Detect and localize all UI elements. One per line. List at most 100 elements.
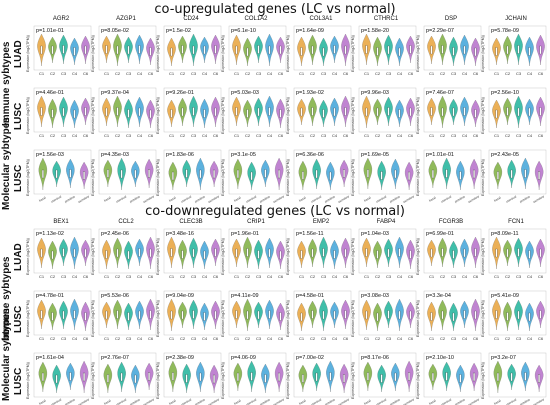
box-marker bbox=[185, 374, 188, 383]
x-tick-label: C6 bbox=[473, 274, 479, 279]
plot-frame bbox=[33, 228, 92, 274]
x-tick-label: primitive bbox=[194, 397, 206, 405]
x-tick-label: C1 bbox=[39, 336, 45, 341]
box-marker bbox=[452, 47, 455, 56]
box-marker bbox=[214, 45, 217, 54]
plot-frame bbox=[98, 228, 157, 274]
x-tick-label: secretory bbox=[467, 397, 480, 405]
box-marker bbox=[510, 372, 513, 382]
x-tick-label: primitive bbox=[129, 194, 141, 203]
p-value: p=3.2e-07 bbox=[491, 355, 516, 361]
x-tick-label: C3 bbox=[516, 133, 522, 138]
x-tick-label: C4 bbox=[202, 336, 208, 341]
violin-panel: p=9.26e-01 Expression (log2(TPM)) C1 C2 C3 C4… bbox=[156, 87, 222, 140]
box-marker bbox=[51, 312, 54, 321]
box-marker bbox=[203, 312, 206, 321]
x-tick-label: C4 bbox=[332, 336, 338, 341]
p-value: p=6.36e-06 bbox=[296, 152, 324, 158]
plot-frame bbox=[488, 87, 547, 133]
x-tick-label: C1 bbox=[104, 336, 110, 341]
plot-frame bbox=[228, 149, 287, 195]
box-marker bbox=[120, 372, 123, 382]
x-tick-label: C2 bbox=[245, 336, 251, 341]
p-value: p=1.58e-20 bbox=[361, 28, 389, 34]
x-tick-label: C2 bbox=[440, 133, 446, 138]
box-marker bbox=[199, 169, 202, 179]
x-tick-label: C3 bbox=[321, 274, 327, 279]
box-marker bbox=[365, 310, 368, 320]
x-tick-label: C4 bbox=[397, 274, 403, 279]
x-tick-label: C2 bbox=[505, 336, 511, 341]
violin-panel: p=6.36e-06 Expression (log2(TPM)) basal cla… bbox=[286, 149, 352, 204]
row-label: LUAD bbox=[13, 40, 24, 68]
box-marker bbox=[134, 169, 137, 179]
box-marker bbox=[236, 169, 239, 179]
plot-frame bbox=[163, 25, 222, 71]
x-tick-label: C1 bbox=[234, 71, 240, 76]
violin-panel: p=4.78e-01 Expression (log2(TPM)) C1 C2 C3 C4… bbox=[26, 290, 92, 343]
x-tick-label: basal bbox=[233, 398, 241, 405]
x-tick-label: C6 bbox=[538, 133, 544, 138]
box-marker bbox=[138, 107, 141, 117]
violin-plot: basal classical primitive secretory bbox=[358, 149, 417, 204]
violin-plot: basal classical primitive secretory bbox=[293, 352, 352, 405]
box-marker bbox=[250, 171, 253, 181]
box-marker bbox=[148, 372, 151, 381]
row-label: LUAD bbox=[13, 243, 24, 271]
violin-panel: p=5.53e-06 Expression (log2(TPM)) C1 C2 C3 C4… bbox=[91, 290, 157, 343]
box-marker bbox=[264, 169, 267, 178]
violin-panel: COL1A2 p=6.1e-10 Expression (log2(TPM)) C1 C… bbox=[221, 16, 287, 78]
box-marker bbox=[170, 310, 173, 320]
box-marker bbox=[264, 374, 267, 383]
x-tick-label: C2 bbox=[180, 133, 186, 138]
x-tick-label: C3 bbox=[126, 274, 132, 279]
p-value: p=3.3e-04 bbox=[426, 293, 451, 299]
box-marker bbox=[170, 109, 173, 118]
gene-name: CRIP1 bbox=[247, 219, 265, 225]
x-tick-label: C3 bbox=[256, 133, 262, 138]
box-marker bbox=[496, 372, 499, 382]
box-marker bbox=[539, 45, 542, 55]
box-marker bbox=[398, 109, 401, 118]
box-marker bbox=[69, 372, 72, 381]
p-value: p=4.58e-01 bbox=[296, 293, 324, 299]
p-value: p=5.53e-06 bbox=[101, 293, 129, 299]
box-marker bbox=[409, 250, 412, 259]
x-tick-label: classical bbox=[115, 194, 127, 203]
violin-plot: C1 C2 C3 C4 C6 bbox=[423, 87, 482, 138]
group-label-immune: Immune sybtypes bbox=[1, 41, 12, 126]
x-tick-label: C1 bbox=[39, 71, 45, 76]
x-tick-label: basal bbox=[168, 398, 176, 405]
box-marker bbox=[539, 107, 542, 116]
x-tick-label: C1 bbox=[234, 336, 240, 341]
box-marker bbox=[171, 372, 174, 381]
x-tick-label: classical bbox=[245, 194, 257, 203]
plot-frame bbox=[358, 87, 417, 133]
x-tick-label: basal bbox=[38, 398, 46, 405]
plot-frame bbox=[228, 352, 287, 398]
box-marker bbox=[380, 171, 383, 180]
box-marker bbox=[539, 310, 542, 319]
box-marker bbox=[116, 45, 119, 55]
x-tick-label: basal bbox=[38, 195, 46, 202]
x-tick-label: secretory bbox=[402, 194, 415, 204]
plot-frame bbox=[33, 290, 92, 336]
x-tick-label: C4 bbox=[137, 336, 143, 341]
violin-plot: C1 C2 C3 C4 C6 bbox=[98, 290, 157, 341]
x-tick-label: C1 bbox=[299, 133, 305, 138]
group-label-molecular: Molecular sybtypes bbox=[1, 308, 12, 401]
x-tick-label: C1 bbox=[104, 274, 110, 279]
x-tick-label: C6 bbox=[473, 133, 479, 138]
x-tick-label: C4 bbox=[332, 71, 338, 76]
box-marker bbox=[506, 248, 509, 258]
gene-name: BEX1 bbox=[53, 219, 69, 225]
box-marker bbox=[366, 169, 369, 178]
box-marker bbox=[279, 45, 282, 55]
box-marker bbox=[333, 250, 336, 259]
x-tick-label: primitive bbox=[129, 397, 141, 405]
violin-panel: DSP p=2.29e-07 Expression (log2(TPM)) C1 C2 C… bbox=[416, 16, 482, 78]
box-marker bbox=[149, 248, 152, 258]
p-value: p=1.01e-01 bbox=[36, 28, 64, 34]
violin-panel: p=9.96e-03 Expression (log2(TPM)) C1 C2 C3 C4… bbox=[351, 87, 417, 140]
bottom-section-title: co-downregulated genes (LC vs normal) bbox=[145, 204, 405, 219]
